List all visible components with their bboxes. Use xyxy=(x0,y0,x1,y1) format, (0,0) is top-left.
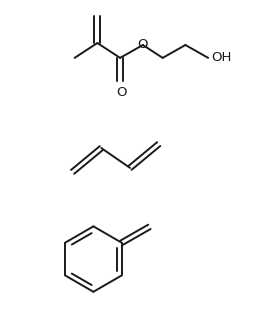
Text: O: O xyxy=(138,38,148,50)
Text: OH: OH xyxy=(211,51,231,64)
Text: O: O xyxy=(116,86,126,99)
